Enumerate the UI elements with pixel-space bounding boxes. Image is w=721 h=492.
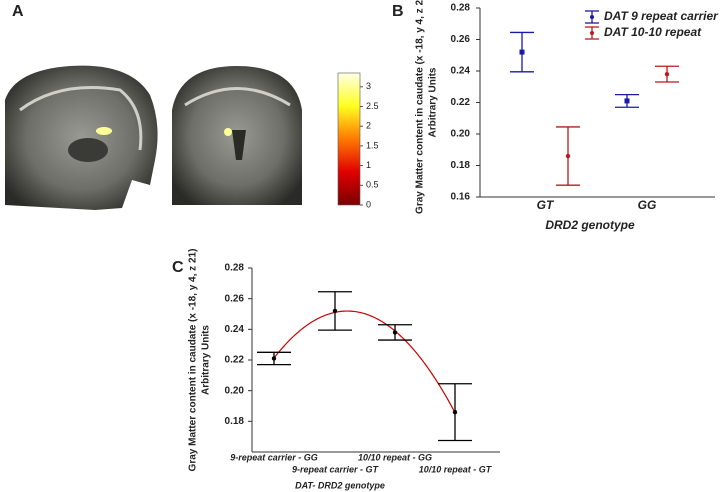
colorbar-tick-label: 1.5 — [366, 140, 379, 150]
legend-label: DAT 10-10 repeat — [604, 25, 702, 39]
y-tick-label: 0.18 — [225, 416, 245, 427]
data-point — [332, 308, 338, 314]
colorbar-tick-label: 0 — [366, 199, 371, 209]
data-point — [565, 153, 571, 159]
x-axis-label: DAT- DRD2 genotype — [295, 480, 385, 490]
y-tick-label: 0.20 — [225, 385, 245, 396]
x-tick-label: 10/10 repeat - GT — [419, 464, 493, 474]
legend-icon — [590, 15, 594, 19]
panel-label: A — [12, 3, 24, 20]
panel-label: C — [172, 259, 184, 276]
y-tick-label: 0.26 — [225, 293, 245, 304]
y-tick-label: 0.26 — [451, 34, 471, 45]
colorbar-tick-label: 1 — [366, 160, 371, 170]
y-axis-label: Gray Matter content in caudate (x -18, y… — [188, 249, 199, 472]
y-axis-label: Gray Matter content in caudate (x -18, y… — [415, 0, 426, 214]
x-tick-label: GT — [537, 198, 555, 212]
y-tick-label: 0.16 — [451, 192, 471, 203]
y-tick-label: 0.24 — [451, 66, 471, 77]
x-tick-label: GG — [638, 198, 657, 212]
data-point — [271, 356, 277, 361]
data-point — [519, 49, 525, 55]
y-axis-label: Arbitrary Units — [201, 325, 212, 395]
y-tick-label: 0.22 — [451, 97, 471, 108]
y-tick-label: 0.22 — [225, 355, 245, 366]
y-tick-label: 0.20 — [451, 129, 471, 140]
panel-label: B — [392, 3, 404, 20]
colorbar-tick-label: 2.5 — [366, 101, 379, 111]
x-axis-label: DRD2 genotype — [545, 218, 635, 232]
brain-coronal — [172, 66, 302, 205]
colorbar-tick-label: 2 — [366, 121, 371, 131]
legend-icon — [590, 31, 594, 35]
y-tick-label: 0.28 — [451, 3, 471, 14]
y-tick-label: 0.18 — [451, 160, 471, 171]
y-tick-label: 0.28 — [225, 263, 245, 274]
x-tick-label: 9-repeat carrier - GG — [230, 452, 318, 462]
brain-sagittal — [5, 65, 158, 210]
data-point — [664, 71, 670, 77]
legend-label: DAT 9 repeat carrier — [604, 9, 719, 23]
x-tick-label: 9-repeat carrier - GT — [292, 464, 380, 474]
colorbar-tick-label: 3 — [366, 81, 371, 91]
data-point — [452, 409, 458, 415]
data-point — [624, 98, 630, 104]
fit-curve — [273, 310, 455, 412]
y-axis-label: Arbitrary Units — [428, 67, 439, 137]
colorbar — [337, 72, 361, 206]
colorbar-tick-label: 0.5 — [366, 180, 379, 190]
data-point — [392, 330, 398, 335]
y-tick-label: 0.24 — [225, 324, 245, 335]
x-tick-label: 10/10 repeat - GG — [358, 452, 432, 462]
